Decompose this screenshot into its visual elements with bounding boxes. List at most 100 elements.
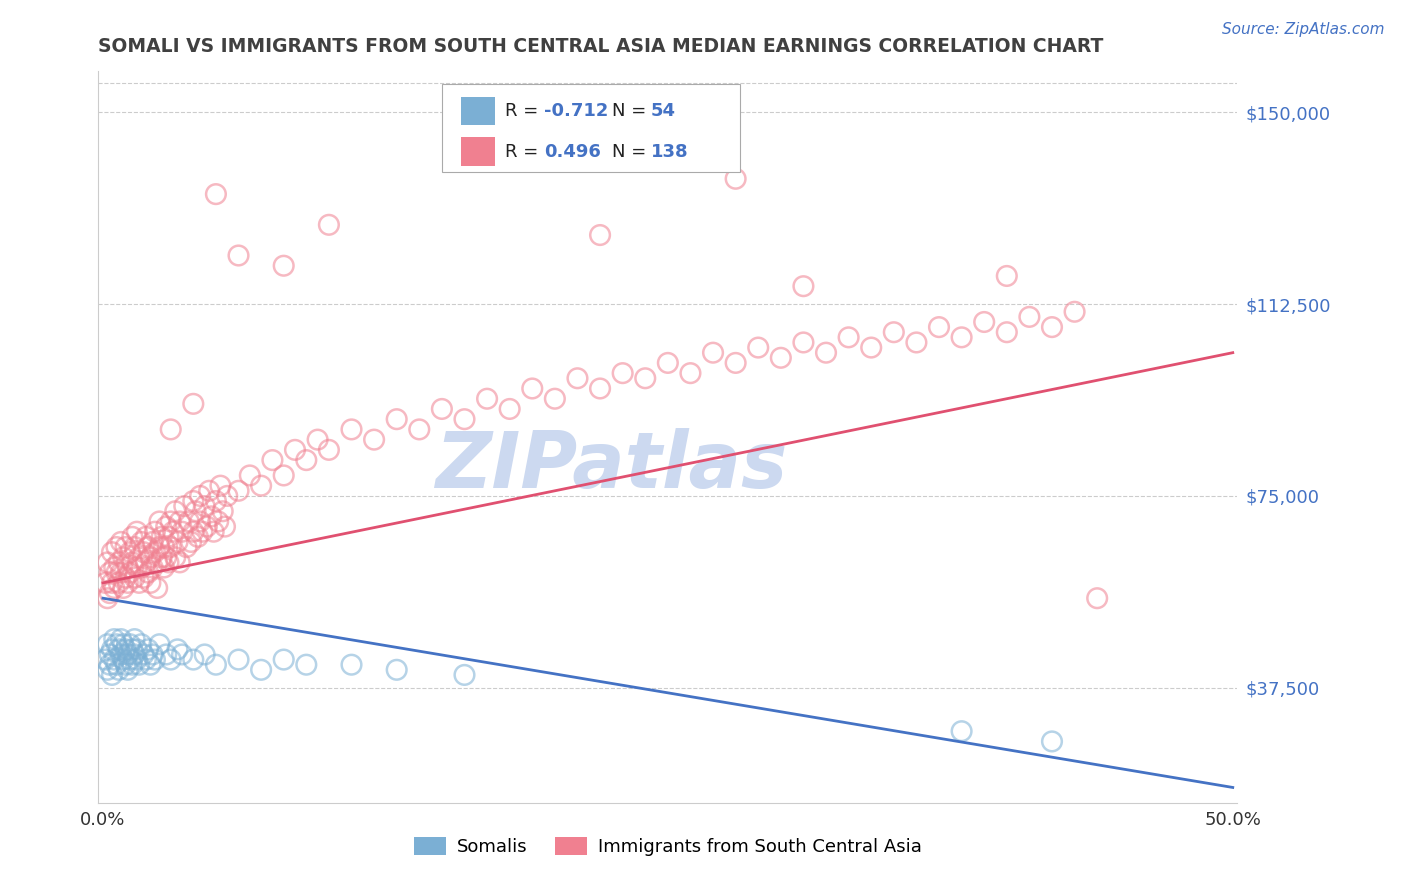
FancyBboxPatch shape [461,137,495,166]
Point [132,571,155,585]
Point [166,642,188,657]
Point [107,555,129,569]
Point [128,657,150,672]
Point [105,657,128,672]
Point [1063,305,1085,319]
Point [284,442,307,457]
Point [94,575,117,590]
Point [363,433,385,447]
Point [153,560,176,574]
Text: R =: R = [505,103,544,120]
Point [98,586,121,600]
Point [769,351,792,365]
Point [792,335,814,350]
Point [96,591,118,606]
Point [159,422,181,436]
Point [120,637,141,651]
Point [544,392,567,406]
Point [228,652,250,666]
Point [107,663,129,677]
Point [228,483,250,498]
Point [273,259,295,273]
Point [522,382,544,396]
Point [124,648,146,662]
Text: N =: N = [612,103,652,120]
Point [117,663,139,677]
Point [589,227,612,242]
Point [295,657,318,672]
Point [128,575,150,590]
Point [724,356,747,370]
Point [142,560,165,574]
Point [973,315,995,329]
Point [136,642,159,657]
Point [135,652,157,666]
Point [150,550,173,565]
Point [177,515,200,529]
Point [139,657,162,672]
Point [883,325,905,339]
Point [860,341,883,355]
Point [124,571,146,585]
Point [273,468,295,483]
Point [205,187,228,202]
Point [307,433,329,447]
Point [209,478,232,492]
Point [155,550,177,565]
Point [125,560,148,574]
Point [121,530,143,544]
Point [169,515,191,529]
Point [105,566,128,580]
Point [125,652,148,666]
Point [173,499,195,513]
Point [112,550,135,565]
Point [143,524,166,539]
Point [995,268,1018,283]
Point [103,560,125,574]
Point [928,320,950,334]
Point [1040,734,1063,748]
Point [318,442,340,457]
Point [155,648,177,662]
Text: N =: N = [612,143,652,161]
Point [124,632,146,647]
Point [995,325,1018,339]
Point [838,330,860,344]
Point [194,499,217,513]
Point [194,648,217,662]
Point [120,566,141,580]
Point [103,581,125,595]
Point [98,657,121,672]
Point [1085,591,1108,606]
Point [94,652,117,666]
FancyBboxPatch shape [461,97,495,126]
Point [114,540,136,554]
Point [205,494,228,508]
Point [121,657,143,672]
Point [612,366,634,380]
Point [110,632,132,647]
Point [217,489,239,503]
Point [98,648,121,662]
Point [239,468,262,483]
Point [159,540,181,554]
Point [112,581,135,595]
Point [1018,310,1040,324]
Point [146,581,169,595]
Point [136,566,159,580]
Point [180,535,202,549]
Point [114,571,136,585]
Point [211,504,233,518]
Point [702,345,724,359]
Point [125,524,148,539]
Point [166,535,188,549]
Point [110,566,132,580]
Point [385,663,408,677]
Text: SOMALI VS IMMIGRANTS FROM SOUTH CENTRAL ASIA MEDIAN EARNINGS CORRELATION CHART: SOMALI VS IMMIGRANTS FROM SOUTH CENTRAL … [98,37,1104,56]
Point [153,540,176,554]
Point [96,555,118,569]
Point [107,575,129,590]
Point [146,555,169,569]
Point [148,637,170,651]
Point [105,540,128,554]
